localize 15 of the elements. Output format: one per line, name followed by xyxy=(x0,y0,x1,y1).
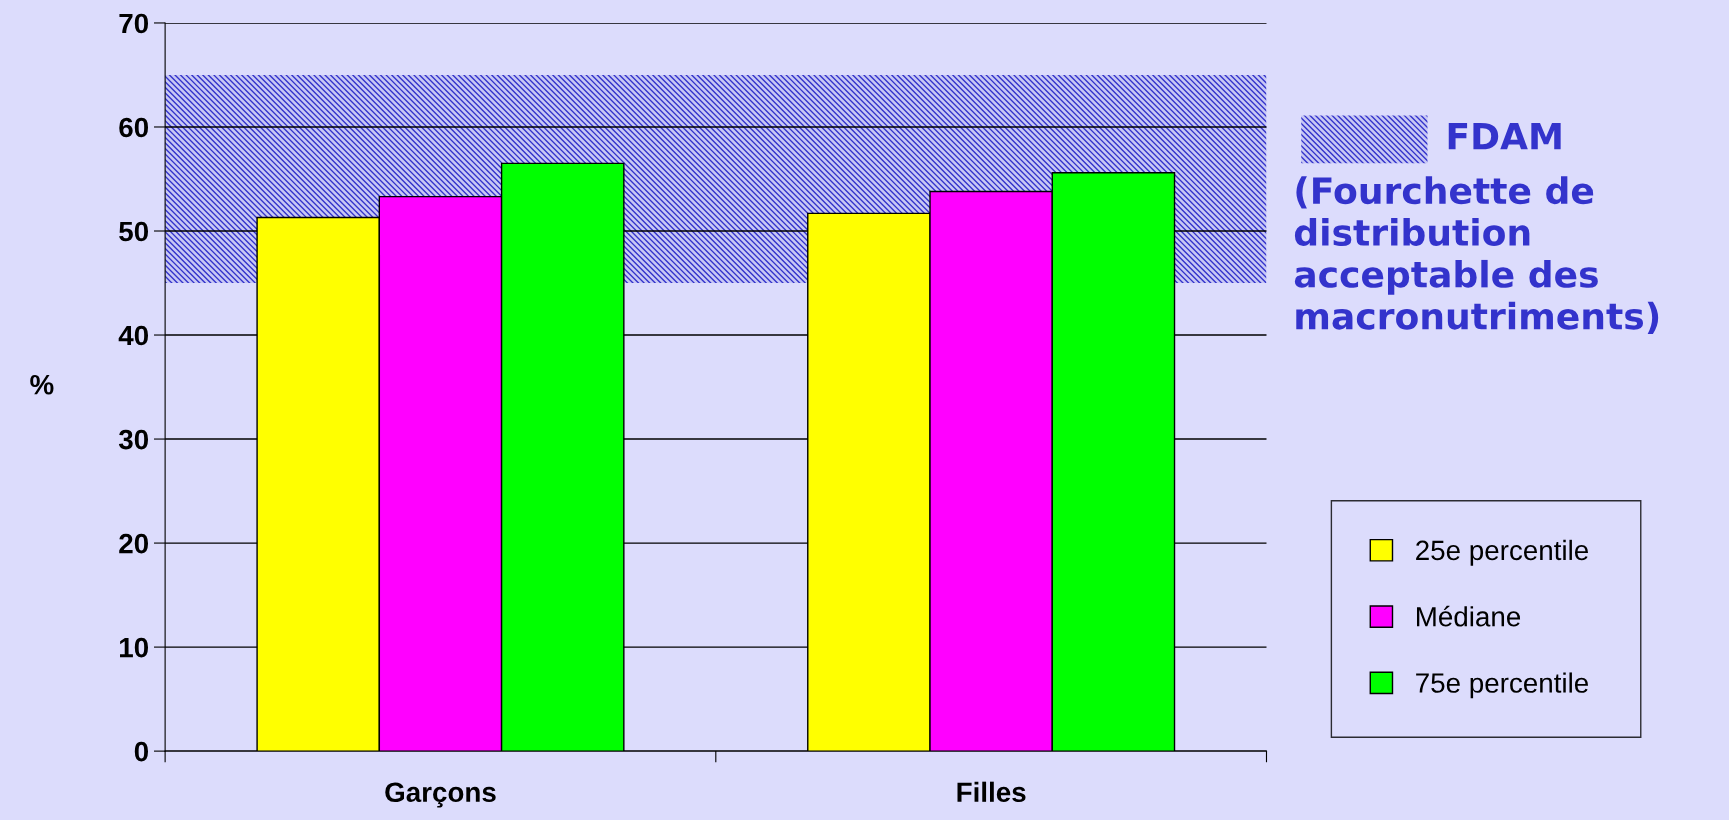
x-tick-label: Filles xyxy=(957,781,1026,803)
band-label: FDAM (Fourchette de distribution acceptable des macronutriments) xyxy=(1294,123,1659,334)
y-tick-label: 70 xyxy=(119,13,149,34)
y-tick-label: 10 xyxy=(120,637,149,658)
x-tick-label: Garçons xyxy=(385,782,496,808)
y-tick-label: 60 xyxy=(119,117,149,138)
y-axis-title: % xyxy=(30,374,54,395)
y-tick-label: 0 xyxy=(134,741,149,762)
y-tick-label: 20 xyxy=(119,533,149,554)
legend-label: Médiane xyxy=(1417,605,1521,627)
y-tick-label: 50 xyxy=(119,221,149,242)
legend-label: 75e percentile xyxy=(1416,672,1588,699)
legend-label: 25e percentile xyxy=(1416,539,1588,566)
y-tick-label: 30 xyxy=(118,429,149,450)
y-tick-label: 40 xyxy=(118,325,149,346)
